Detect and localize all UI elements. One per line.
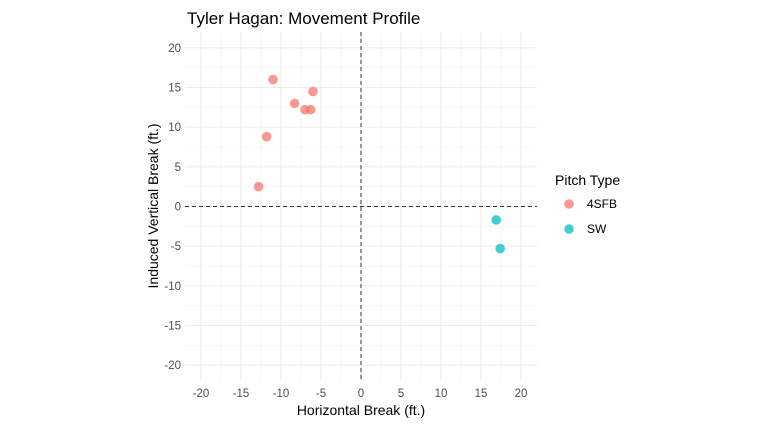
y-axis-title: Induced Vertical Break (ft.) [145, 124, 161, 289]
chart-title: Tyler Hagan: Movement Profile [187, 9, 420, 28]
point-sw [495, 243, 506, 254]
legend: Pitch Type 4SFB SW [555, 172, 620, 236]
point-4sfb [308, 86, 318, 97]
point-4sfb [253, 181, 264, 192]
point-4sfb [268, 74, 278, 85]
x-tick-label: -20 [193, 388, 210, 400]
x-tick-labels: -20 -15 -10 -5 0 5 10 15 20 [193, 388, 528, 400]
point-4sfb [305, 104, 316, 115]
y-tick-label: 10 [168, 122, 181, 134]
x-tick-label: -15 [233, 388, 250, 400]
x-tick-label: -5 [316, 388, 326, 400]
legend-title: Pitch Type [555, 172, 620, 188]
y-tick-label: 5 [175, 162, 181, 174]
y-tick-label: 15 [168, 83, 181, 95]
x-axis-title: Horizontal Break (ft.) [297, 402, 425, 418]
point-4sfb [289, 98, 300, 109]
legend-swatch-4sfb [564, 199, 574, 209]
reference-lines [185, 32, 537, 381]
point-4sfb [261, 131, 272, 142]
x-tick-label: 0 [358, 388, 364, 400]
y-tick-label: -20 [164, 360, 181, 372]
data-points [253, 74, 506, 254]
x-tick-label: 5 [398, 388, 404, 400]
legend-label-sw: SW [587, 222, 607, 236]
y-tick-labels: -20 -15 -10 -5 0 5 10 15 20 [164, 43, 181, 372]
x-tick-label: -10 [273, 388, 290, 400]
y-tick-label: 20 [168, 43, 181, 55]
legend-label-4sfb: 4SFB [587, 197, 617, 211]
x-tick-label: 15 [475, 388, 488, 400]
point-sw [491, 215, 502, 225]
y-tick-label: -10 [164, 281, 181, 293]
y-tick-label: -15 [164, 320, 181, 332]
y-tick-label: 0 [175, 202, 181, 214]
x-tick-label: 10 [435, 388, 448, 400]
x-tick-label: 20 [515, 388, 528, 400]
legend-swatch-sw [564, 224, 574, 234]
y-tick-label: -5 [171, 241, 181, 253]
